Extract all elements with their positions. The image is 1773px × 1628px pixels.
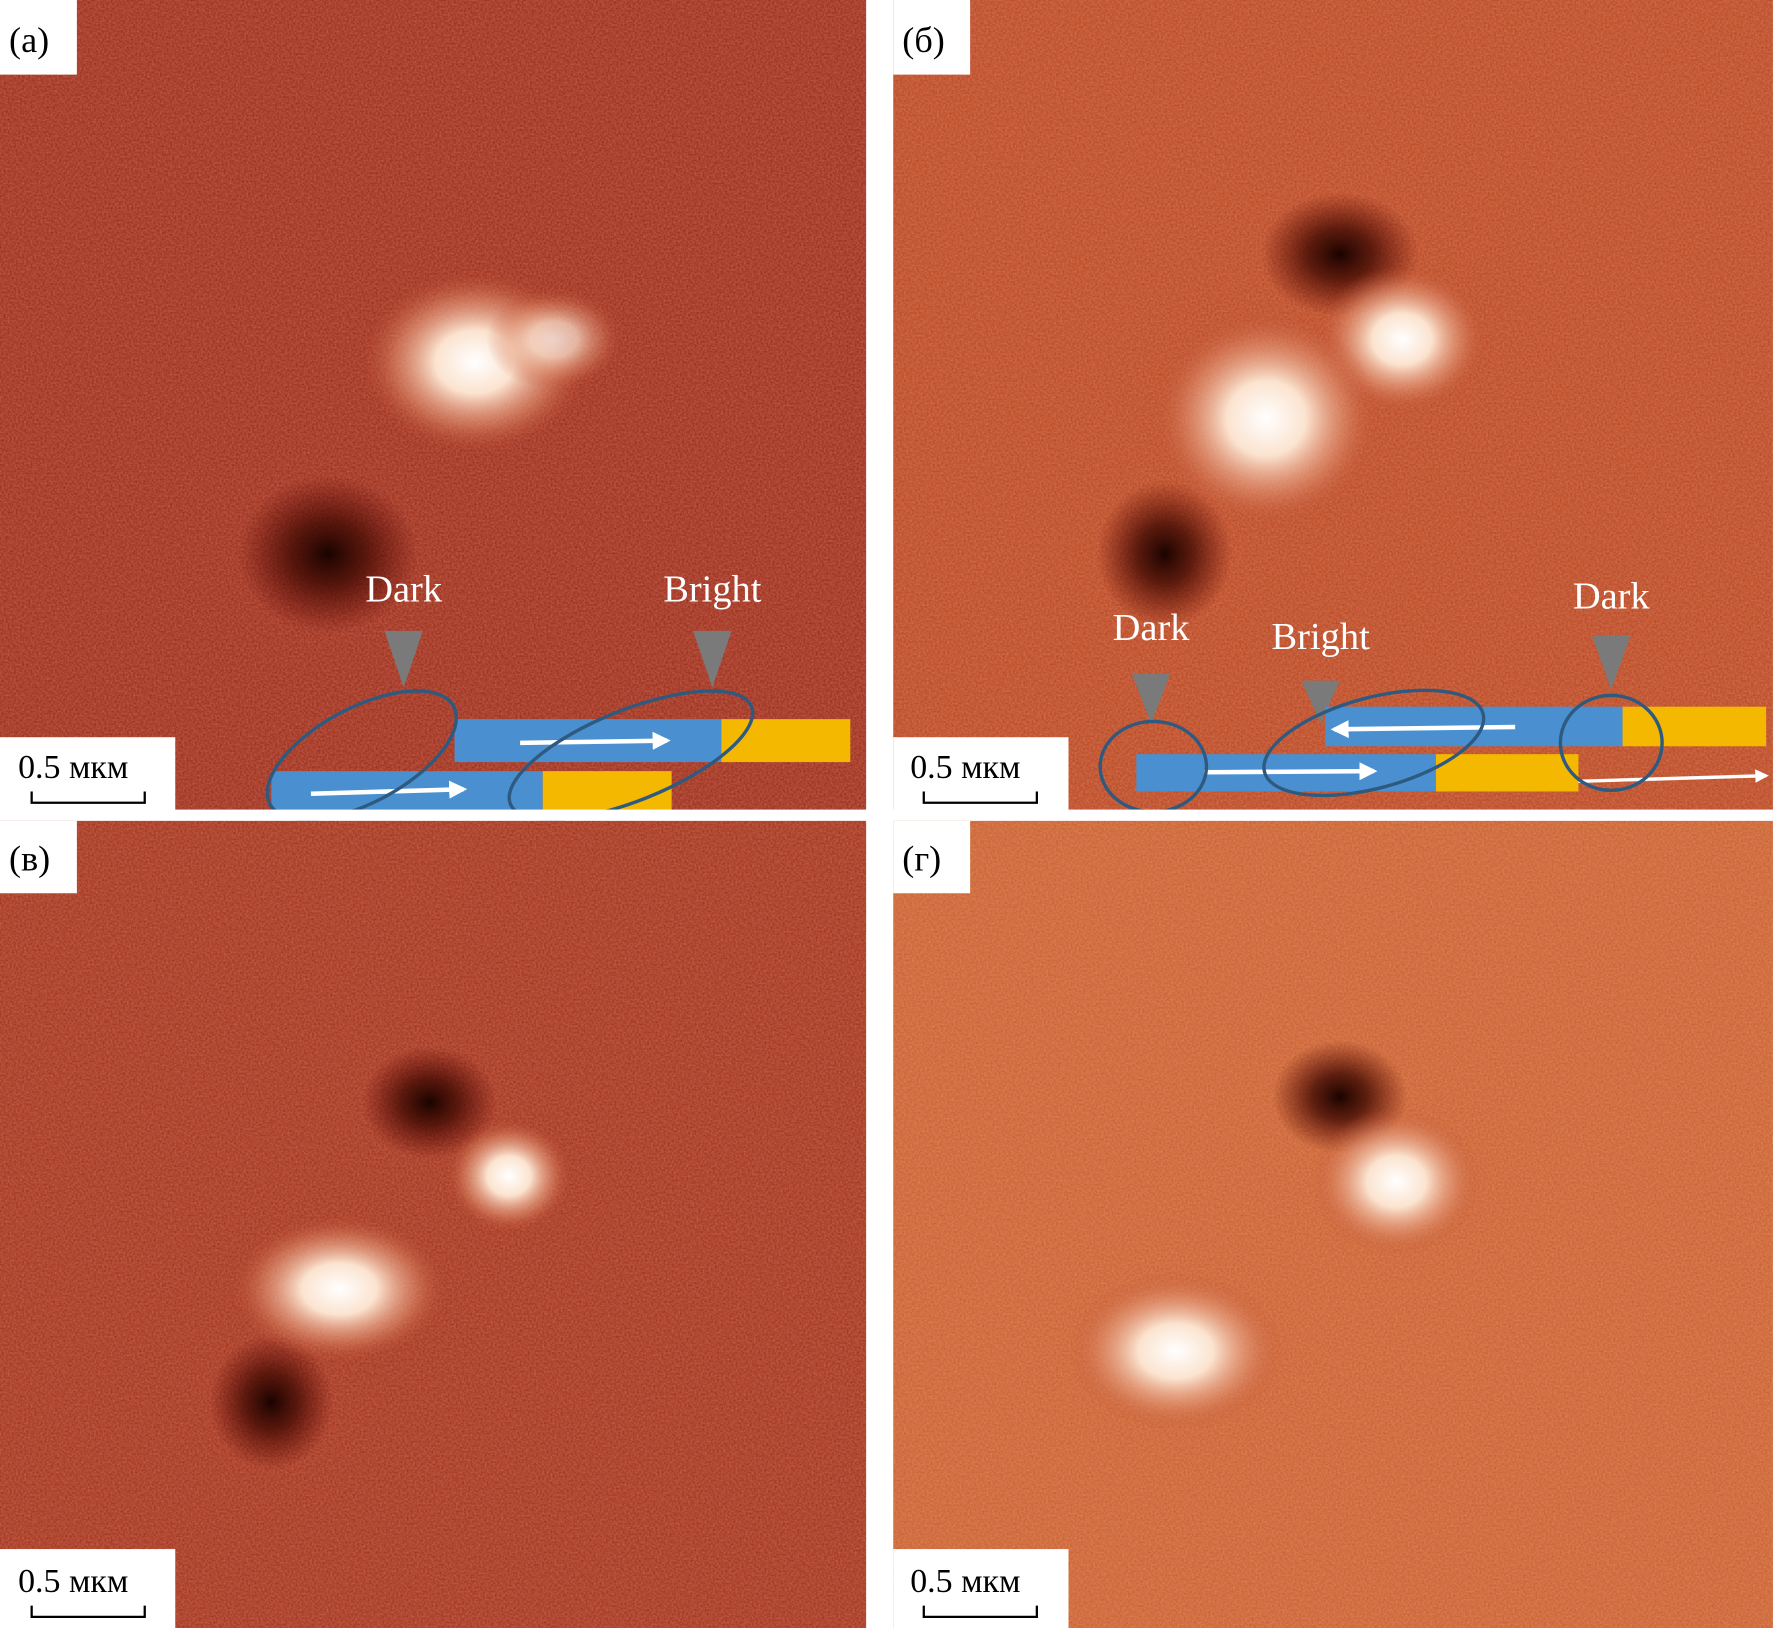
dark-spot (209, 1334, 334, 1470)
bright-spot (1153, 310, 1380, 526)
panel-d: (г) 0.5 мкм (893, 820, 1773, 1628)
scale-bar-label: 0.5 мкм (910, 749, 1020, 786)
annotation-bright: Bright (1272, 616, 1371, 658)
scale-bar-label: 0.5 мкм (910, 1563, 1020, 1600)
marker-triangle (1301, 680, 1340, 724)
panel-label: (б) (902, 20, 945, 60)
marker-triangle (1131, 673, 1171, 724)
annotation-bright: Bright (663, 569, 762, 611)
marker-triangle (1592, 635, 1631, 690)
panel-label: (в) (9, 839, 50, 879)
scale-bar-label: 0.5 мкм (18, 749, 128, 786)
dark-spot (1096, 480, 1233, 628)
panel-a: (а) Dark Bright 0.5 мкм (0, 0, 867, 822)
marker-triangle (384, 630, 423, 688)
bright-spot (1068, 1272, 1284, 1431)
bright-spot (446, 1119, 572, 1233)
separator (0, 809, 1773, 821)
bright-spot (1311, 1108, 1482, 1256)
scale-bar-label: 0.5 мкм (18, 1563, 128, 1600)
scale-bar (30, 791, 146, 804)
panel-c: (в) 0.5 мкм (0, 820, 867, 1628)
annotation-dark: Dark (365, 569, 443, 611)
scale-bar (922, 1605, 1038, 1619)
bright-spot (231, 1215, 447, 1363)
panel-label: (г) (902, 839, 941, 879)
scale-bar (30, 1605, 146, 1619)
panel-b: (б) Dark Bright Dark 0.5 мкм (893, 0, 1773, 814)
dark-spot (237, 474, 419, 634)
scale-bar (922, 791, 1038, 804)
panel-label: (а) (9, 20, 49, 60)
dark-spot (361, 1045, 498, 1159)
annotation-dark: Dark (1113, 607, 1191, 649)
annotation-dark: Dark (1573, 575, 1651, 617)
marker-triangle (693, 630, 732, 688)
